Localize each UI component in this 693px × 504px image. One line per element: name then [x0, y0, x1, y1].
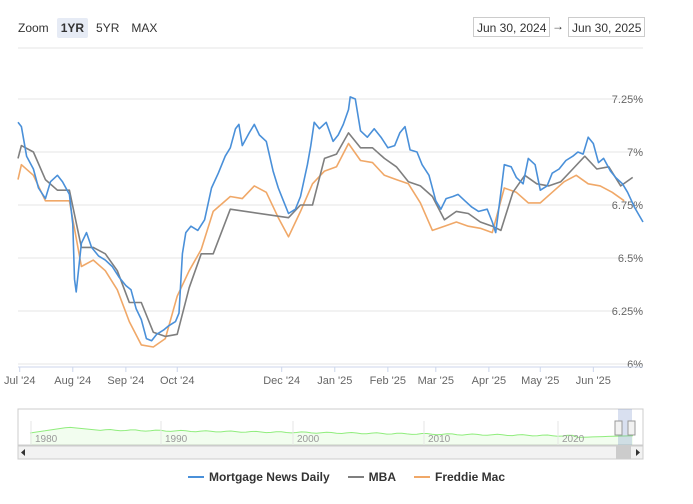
navigator-line [29, 426, 634, 438]
series-line-mba [17, 132, 634, 338]
x-axis: Jul '24 Aug '24 Sep '24 Oct '24 Dec '24 Jan '… [4, 366, 643, 387]
y-tick-label: 7.25% [612, 94, 643, 106]
navigator-handle-right [627, 420, 636, 436]
navigator-selection [618, 409, 632, 445]
y-axis: 6% 6.25% 6.5% 6.75% 7% 7.25% [612, 94, 643, 371]
navigator-year-label: 2000 [297, 434, 320, 445]
zoom-label: Zoom [18, 21, 49, 35]
navigator-year-label: 2010 [428, 434, 451, 445]
zoom-5yr-button[interactable]: 5YR [96, 21, 120, 35]
legend-item-mba[interactable]: MBA [347, 470, 396, 484]
series-lines [17, 96, 644, 348]
legend-label: Mortgage News Daily [208, 470, 330, 484]
series-line-freddie-mac [17, 142, 625, 348]
x-tick-label: Aug '24 [54, 375, 91, 387]
series-line-mortgage-news-daily [17, 96, 644, 342]
navigator-area [30, 427, 633, 445]
grid-lines [18, 47, 643, 365]
zoom-max-button[interactable]: MAX [131, 21, 158, 35]
legend: Mortgage News Daily MBA Freddie Mac [0, 470, 693, 484]
navigator-year-label: 2020 [562, 434, 585, 445]
legend-item-mortgage-news-daily[interactable]: Mortgage News Daily [187, 470, 330, 484]
navigator-frame [17, 408, 644, 446]
navigator-handle-left [614, 420, 623, 436]
legend-item-freddie-mac[interactable]: Freddie Mac [414, 470, 505, 484]
x-tick-label: Sep '24 [107, 375, 144, 387]
legend-swatch [187, 476, 204, 478]
y-tick-label: 6.75% [612, 200, 643, 212]
navigator-year-label: 1980 [35, 434, 58, 445]
navigator-scrollbar-thumb [616, 446, 631, 459]
zoom-bar: Zoom 1YR 5YR MAX [18, 17, 165, 39]
x-tick-label: May '25 [521, 375, 559, 387]
navigator[interactable]: 1980 1990 2000 2010 2020 [17, 408, 644, 460]
x-tick-label: Oct '24 [160, 375, 195, 387]
scroll-right-arrow-icon[interactable] [636, 449, 640, 456]
x-tick-label: Jul '24 [4, 375, 35, 387]
x-tick-label: Apr '25 [472, 375, 507, 387]
legend-swatch [347, 476, 364, 478]
range-arrow-icon: → [552, 19, 564, 33]
x-tick-label: Jun '25 [576, 375, 611, 387]
x-tick-label: Dec '24 [263, 375, 300, 387]
x-tick-label: Feb '25 [370, 375, 406, 387]
y-tick-label: 6.25% [612, 306, 643, 318]
navigator-year-label: 1990 [165, 434, 188, 445]
y-tick-label: 7% [627, 147, 643, 159]
legend-label: MBA [368, 470, 396, 484]
scroll-left-arrow-icon[interactable] [21, 449, 25, 456]
legend-swatch [414, 476, 430, 478]
navigator-scrollbar [17, 445, 644, 460]
y-tick-label: 6% [627, 359, 643, 371]
range-from-input[interactable]: Jun 30, 2024 [473, 17, 551, 37]
x-tick-label: Jan '25 [317, 375, 352, 387]
range-to-input[interactable]: Jun 30, 2025 [568, 17, 646, 37]
y-tick-label: 6.5% [618, 253, 643, 265]
legend-label: Freddie Mac [435, 470, 506, 484]
x-tick-label: Mar '25 [418, 375, 454, 387]
zoom-1yr-button[interactable]: 1YR [56, 18, 89, 38]
